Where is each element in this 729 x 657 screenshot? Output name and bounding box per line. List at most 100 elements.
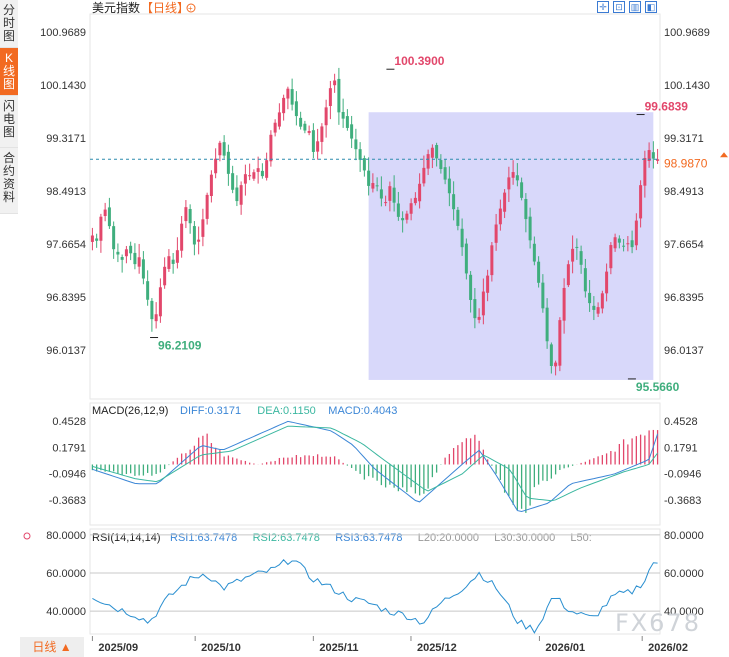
candle-body xyxy=(498,208,502,225)
candle-body xyxy=(651,152,655,159)
candle-body xyxy=(350,124,354,139)
macd-title: MACD(26,12,9) xyxy=(92,405,168,417)
period-button[interactable]: 日线 ▲ xyxy=(20,637,84,657)
candle-body xyxy=(592,305,596,310)
tab-kline[interactable]: K线图 xyxy=(0,48,18,96)
candle-body xyxy=(605,271,609,294)
candle-body xyxy=(320,126,324,142)
candle-body xyxy=(375,185,379,187)
macd-legend-diff: DIFF:0.3171 xyxy=(180,405,241,417)
circle-plus-icon xyxy=(186,3,196,13)
candle-body xyxy=(124,249,128,257)
expand-icon[interactable]: ✛ xyxy=(597,1,609,13)
candle-body xyxy=(226,151,230,174)
candle-body xyxy=(180,223,184,251)
macd-panel-frame xyxy=(89,402,661,526)
candle-body xyxy=(328,88,332,107)
rsi-y-tick-left: 40.0000 xyxy=(46,606,86,618)
candle-body xyxy=(481,291,485,316)
candle-body xyxy=(371,183,375,189)
extreme-label: 100.3900 xyxy=(394,54,444,68)
x-tick: 2025/11 xyxy=(319,642,358,654)
candle-body xyxy=(528,216,532,241)
candle-body xyxy=(158,287,162,317)
tab-contract-info[interactable]: 合约资料 xyxy=(0,148,18,214)
candle-body xyxy=(341,112,345,119)
candle-body xyxy=(384,202,388,204)
macd-y-tick-left: 0.4528 xyxy=(52,416,86,428)
candle-body xyxy=(596,307,600,314)
candle-body xyxy=(486,275,490,293)
candle-body xyxy=(218,142,222,156)
candle-body xyxy=(515,175,519,181)
candle-body xyxy=(566,264,570,286)
x-tick: 2025/12 xyxy=(417,642,457,654)
candle-body xyxy=(413,197,417,204)
y-tick-left: 97.6654 xyxy=(46,239,86,251)
candle-body xyxy=(260,170,264,177)
y-tick-right: 98.4913 xyxy=(664,186,704,198)
compress-icon[interactable]: ⊡ xyxy=(613,1,625,13)
candle-body xyxy=(562,287,566,321)
extreme-label: 99.6839 xyxy=(645,100,689,114)
candle-body xyxy=(367,170,371,186)
candle-body xyxy=(443,167,447,180)
tab-timeshare[interactable]: 分时图 xyxy=(0,0,18,48)
macd-y-tick-right: -0.3683 xyxy=(664,495,701,507)
back-icon[interactable]: ◧ xyxy=(645,1,657,13)
x-tick: 2025/09 xyxy=(98,642,138,654)
candle-body xyxy=(171,259,175,264)
candle-body xyxy=(588,292,592,304)
macd-y-tick-right: 0.4528 xyxy=(664,416,698,428)
candle-body xyxy=(248,175,252,177)
candle-body xyxy=(622,245,626,247)
candle-body xyxy=(273,122,277,133)
candle-body xyxy=(197,239,201,242)
candle-body xyxy=(167,256,171,269)
candle-body xyxy=(252,172,256,179)
candle-body xyxy=(269,134,273,162)
y-tick-right: 97.6654 xyxy=(664,239,704,251)
candle-body xyxy=(418,183,422,202)
candle-body xyxy=(630,240,634,248)
candle-body xyxy=(133,252,137,265)
rsi-y-tick-right: 80.0000 xyxy=(664,530,704,542)
candle-body xyxy=(243,174,247,184)
candle-body xyxy=(558,320,562,366)
candle-body xyxy=(205,194,209,219)
rsi-legend-l30: L30:30.0000 xyxy=(494,532,555,544)
candle-body xyxy=(549,344,553,366)
highlight-zone xyxy=(368,112,654,380)
tab-flash[interactable]: 闪电图 xyxy=(0,96,18,148)
y-tick-right: 96.0137 xyxy=(664,345,704,357)
candle-body xyxy=(656,159,660,161)
candle-body xyxy=(239,185,243,205)
candle-body xyxy=(107,207,111,227)
candle-body xyxy=(188,208,192,224)
candle-body xyxy=(311,130,315,152)
candle-body xyxy=(473,299,477,319)
candle-body xyxy=(290,89,294,105)
candle-body xyxy=(524,198,528,220)
circle-plus-icon-glyph: + xyxy=(188,4,193,13)
candle-body xyxy=(422,167,426,184)
candle-body xyxy=(388,186,392,201)
candle-body xyxy=(439,160,443,169)
rsi-legend-l20: L20:20.0000 xyxy=(418,532,479,544)
candle-body xyxy=(490,245,494,276)
candle-body xyxy=(209,174,213,196)
candle-body xyxy=(554,362,558,367)
candle-body xyxy=(95,238,99,241)
candle-body xyxy=(303,123,307,131)
chart-toggle-icon[interactable]: ▥ xyxy=(629,1,641,13)
rsi-panel-frame xyxy=(89,528,661,635)
candle-body xyxy=(150,300,154,320)
rsi-y-tick-right: 40.0000 xyxy=(664,606,704,618)
candle-body xyxy=(452,194,456,210)
y-tick-right: 99.3171 xyxy=(664,133,704,145)
rsi-line xyxy=(92,559,658,634)
macd-y-tick-left: 0.1791 xyxy=(52,442,86,454)
candle-body xyxy=(235,187,239,202)
candle-body xyxy=(583,268,587,292)
